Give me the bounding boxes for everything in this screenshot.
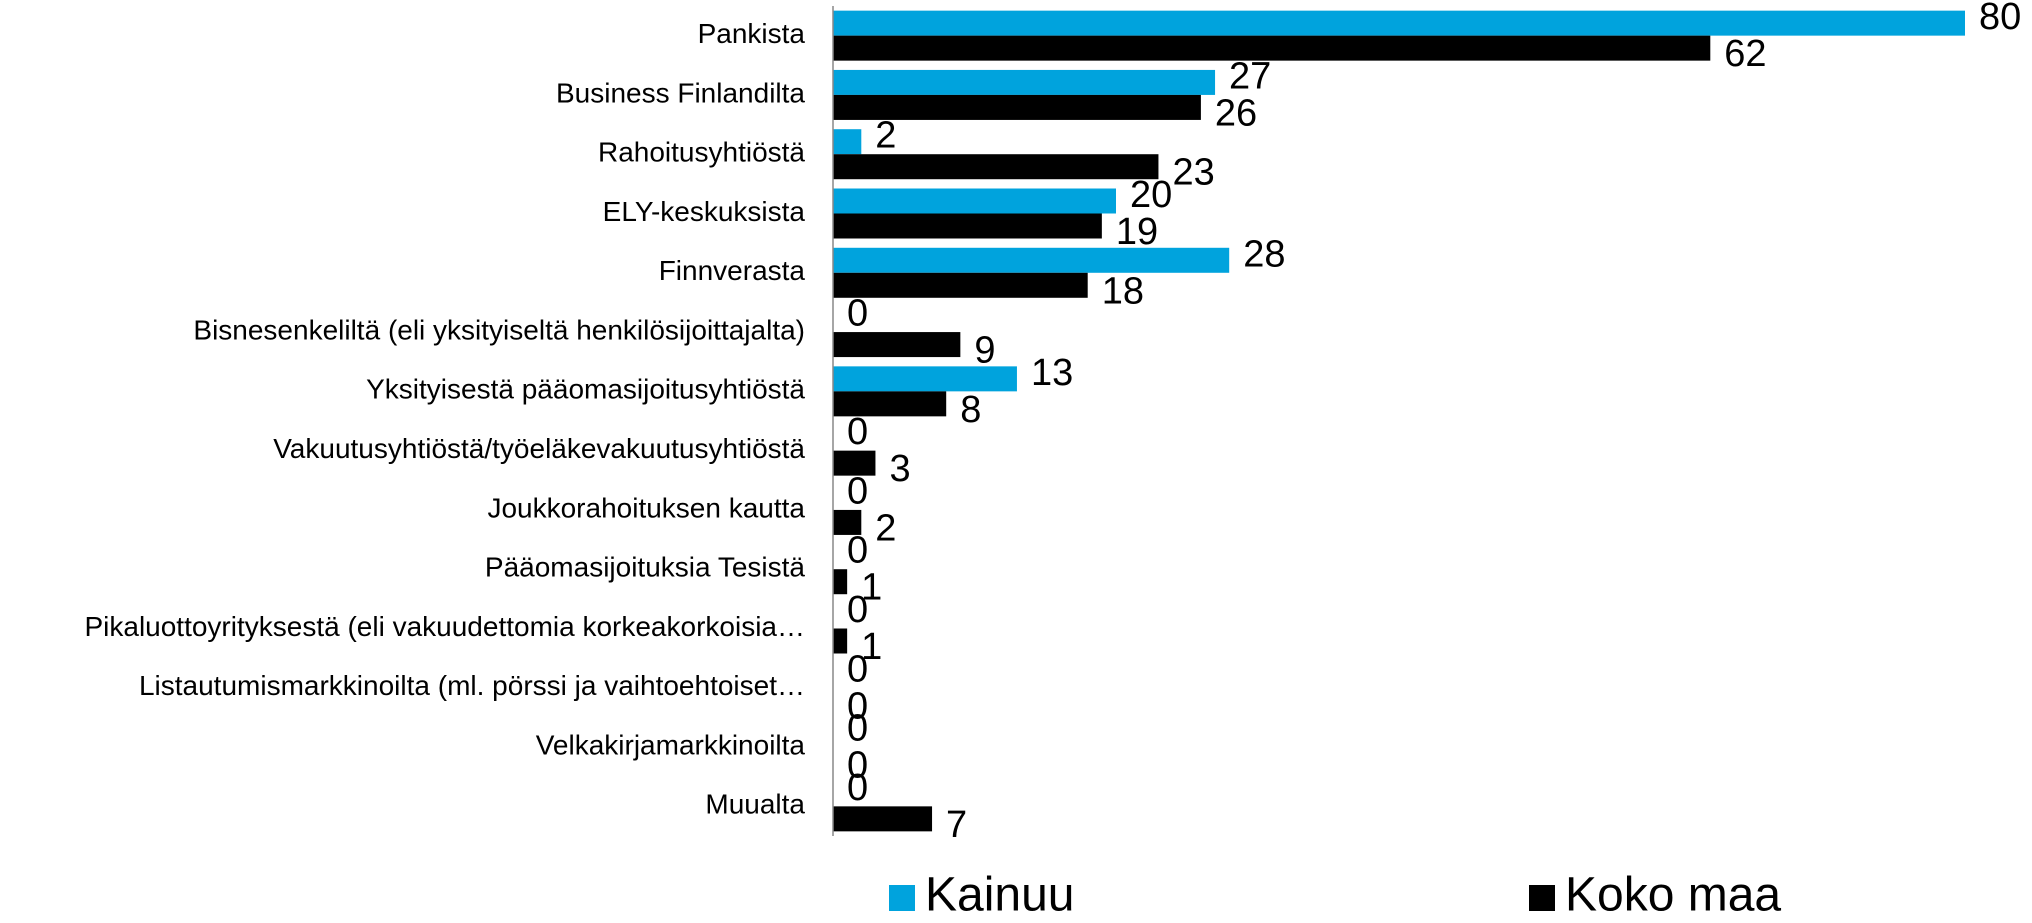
bar (833, 450, 876, 476)
category-label: Joukkorahoituksen kautta (487, 492, 805, 523)
category-label: Vakuutusyhtiöstä/työeläkevakuutusyhtiöst… (273, 433, 805, 464)
bar (833, 806, 933, 832)
value-label: 0 (847, 293, 868, 335)
bar (833, 10, 1965, 36)
value-label: 23 (1172, 152, 1214, 194)
value-label: 0 (847, 470, 868, 512)
bar (833, 272, 1088, 298)
category-label: Yksityisestä pääomasijoitusyhtiöstä (366, 374, 805, 405)
value-label: 1 (861, 567, 882, 609)
value-label: 0 (847, 708, 868, 750)
bar (833, 569, 848, 595)
category-label: Muualta (705, 789, 805, 820)
value-label: 1 (861, 626, 882, 668)
legend-swatch (1529, 885, 1555, 911)
value-label: 0 (847, 648, 868, 690)
legend-swatch (889, 885, 915, 911)
category-label: Velkakirjamarkkinoilta (536, 729, 806, 760)
value-label: 27 (1229, 55, 1271, 97)
category-label: Rahoitusyhtiöstä (598, 137, 805, 168)
value-label: 9 (974, 330, 995, 372)
value-label: 7 (946, 804, 967, 846)
category-label: Listautumismarkkinoilta (ml. pörssi ja v… (139, 670, 805, 701)
bar (833, 94, 1201, 120)
bar (833, 188, 1116, 214)
category-label: Bisnesenkeliltä (eli yksityiseltä henkil… (193, 314, 805, 345)
bar (833, 509, 862, 535)
value-label: 19 (1116, 211, 1158, 253)
bar (833, 35, 1711, 61)
category-label: Finnverasta (659, 255, 806, 286)
value-label: 0 (847, 745, 868, 787)
value-label: 0 (847, 411, 868, 453)
value-label: 18 (1102, 270, 1144, 312)
value-label: 0 (847, 530, 868, 572)
value-label: 0 (847, 767, 868, 809)
value-label: 8 (960, 389, 981, 431)
category-label: Pikaluottoyrityksestä (eli vakuudettomia… (84, 611, 805, 642)
value-label: 2 (875, 507, 896, 549)
value-label: 80 (1979, 0, 2021, 38)
bar (833, 247, 1230, 273)
value-label: 62 (1724, 33, 1766, 75)
value-label: 0 (847, 589, 868, 631)
bar (833, 154, 1159, 180)
value-label: 26 (1215, 92, 1257, 134)
value-label: 3 (889, 448, 910, 490)
bar (833, 366, 1017, 392)
value-label: 0 (847, 685, 868, 727)
bar (833, 129, 862, 155)
bar (833, 213, 1102, 239)
category-label: Pääomasijoituksia Tesistä (485, 552, 806, 583)
value-label: 20 (1130, 174, 1172, 216)
category-label: ELY-keskuksista (603, 196, 806, 227)
bar (833, 628, 848, 654)
bar (833, 391, 947, 417)
legend-label: Koko maa (1565, 869, 1781, 918)
legend-label: Kainuu (925, 869, 1074, 918)
bar (833, 332, 961, 358)
category-label: Business Finlandilta (556, 77, 805, 108)
bar (833, 69, 1216, 95)
category-label: Pankista (698, 18, 806, 49)
value-label: 2 (875, 115, 896, 157)
value-label: 13 (1031, 352, 1073, 394)
value-label: 28 (1243, 233, 1285, 275)
